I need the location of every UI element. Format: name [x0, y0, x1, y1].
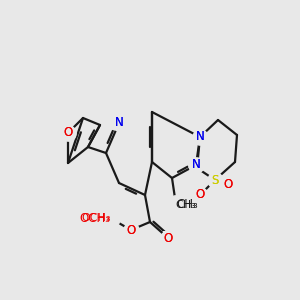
Text: O: O — [195, 188, 205, 202]
Text: O: O — [164, 232, 172, 244]
Text: O: O — [164, 232, 172, 244]
Text: S: S — [211, 173, 219, 187]
Text: S: S — [211, 173, 219, 187]
Text: N: N — [196, 130, 204, 143]
Text: O: O — [195, 188, 205, 202]
Text: OCH₃: OCH₃ — [82, 213, 111, 223]
Text: CH₃: CH₃ — [175, 200, 196, 210]
Text: N: N — [115, 116, 123, 130]
Text: O: O — [126, 224, 136, 236]
Text: N: N — [115, 116, 123, 130]
Text: N: N — [192, 158, 200, 172]
Text: CH₃: CH₃ — [176, 199, 198, 212]
Text: O: O — [224, 178, 232, 191]
Text: OCH₃: OCH₃ — [79, 212, 110, 224]
Text: N: N — [196, 130, 204, 143]
Text: O: O — [63, 127, 73, 140]
Text: O: O — [63, 127, 73, 140]
Text: O: O — [126, 224, 136, 236]
Text: O: O — [224, 178, 232, 191]
Text: N: N — [192, 158, 200, 172]
